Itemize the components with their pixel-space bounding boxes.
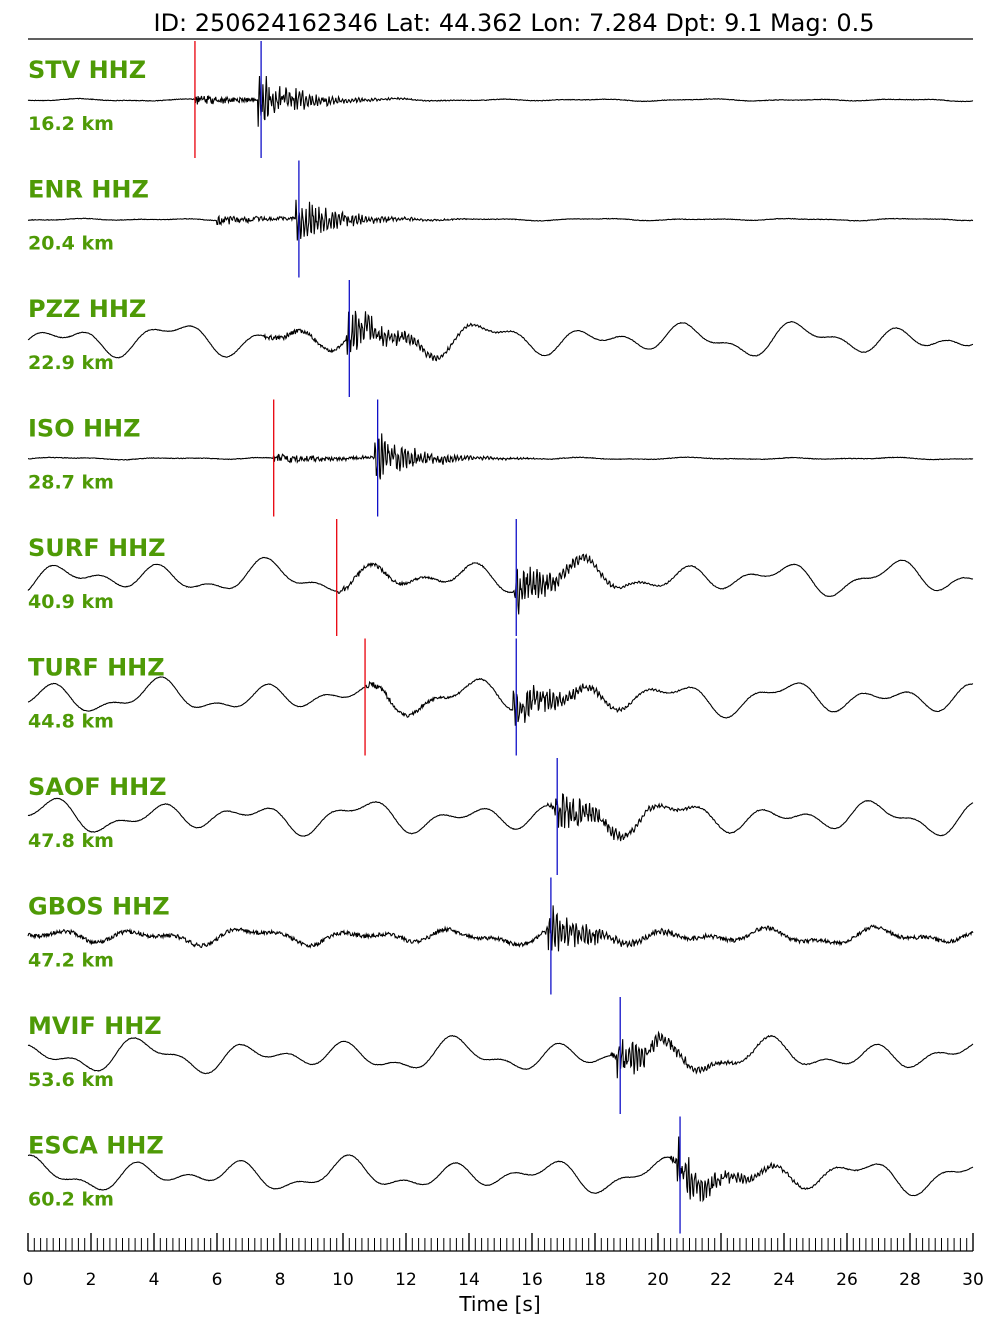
trace-panel: ENR HHZ 20.4 km <box>27 160 974 278</box>
trace-panel: ESCA HHZ 60.2 km <box>27 1116 974 1234</box>
waveform-trace <box>27 1136 974 1203</box>
event-header: ID: 250624162346 Lat: 44.362 Lon: 7.284 … <box>153 9 874 37</box>
trace-panel: ISO HHZ 28.7 km <box>28 399 974 517</box>
station-distance-label: 47.2 km <box>28 950 114 972</box>
station-distance-label: 44.8 km <box>28 711 114 733</box>
trace-panel: SURF HHZ 40.9 km <box>27 519 974 636</box>
station-name-label: STV HHZ <box>28 56 146 84</box>
station-distance-label: 40.9 km <box>28 591 114 613</box>
station-name-label: GBOS HHZ <box>28 893 170 921</box>
x-tick-label: 20 <box>647 1270 669 1290</box>
x-axis-label: Time [s] <box>458 1292 540 1316</box>
x-tick-label: 12 <box>395 1270 417 1290</box>
x-tick-label: 24 <box>773 1270 795 1290</box>
station-distance-label: 16.2 km <box>28 113 114 135</box>
waveform-trace <box>27 905 974 952</box>
waveform-trace <box>27 1030 974 1079</box>
x-tick-label: 30 <box>962 1270 984 1290</box>
time-axis: 0 2 4 6 8 10 12 14 16 18 20 22 24 26 28 30 <box>23 1233 984 1290</box>
station-distance-label: 53.6 km <box>28 1069 114 1091</box>
x-tick-label: 6 <box>212 1270 223 1290</box>
trace-panel: TURF HHZ 44.8 km <box>27 638 974 756</box>
trace-panel: SAOF HHZ 47.8 km <box>27 758 974 875</box>
x-tick-label: 8 <box>275 1270 286 1290</box>
x-tick-label: 26 <box>836 1270 858 1290</box>
x-tick-label: 0 <box>23 1270 34 1290</box>
station-name-label: ENR HHZ <box>28 176 149 204</box>
waveform-trace <box>27 553 974 615</box>
x-tick-label: 18 <box>584 1270 606 1290</box>
trace-panel: MVIF HHZ 53.6 km <box>27 997 974 1114</box>
trace-panel: GBOS HHZ 47.2 km <box>27 877 974 995</box>
station-distance-label: 20.4 km <box>28 233 114 255</box>
waveform-trace <box>27 676 974 726</box>
station-name-label: PZZ HHZ <box>28 295 146 323</box>
station-name-label: MVIF HHZ <box>28 1012 162 1040</box>
waveform-trace <box>28 433 974 480</box>
station-name-label: TURF HHZ <box>28 654 165 682</box>
waveform-trace <box>27 75 974 127</box>
waveform-trace <box>27 310 974 362</box>
waveform-trace <box>27 199 974 241</box>
station-name-label: ISO HHZ <box>28 415 141 443</box>
station-distance-label: 60.2 km <box>28 1189 114 1211</box>
x-tick-label: 14 <box>458 1270 480 1290</box>
x-tick-label: 10 <box>332 1270 354 1290</box>
station-distance-label: 47.8 km <box>28 830 114 852</box>
x-tick-label: 22 <box>710 1270 732 1290</box>
x-tick-label: 4 <box>149 1270 160 1290</box>
x-tick-label: 2 <box>86 1270 97 1290</box>
station-name-label: SURF HHZ <box>28 534 166 562</box>
waveform-trace <box>27 793 974 842</box>
trace-panel: STV HHZ 16.2 km <box>27 41 974 158</box>
x-tick-label: 16 <box>521 1270 543 1290</box>
station-distance-label: 22.9 km <box>28 352 114 374</box>
trace-panel: PZZ HHZ 22.9 km <box>27 280 974 397</box>
station-name-label: ESCA HHZ <box>28 1132 164 1160</box>
station-distance-label: 28.7 km <box>28 472 114 494</box>
trace-panels: STV HHZ 16.2 km ENR HHZ 20.4 km PZZ HHZ 22.9 … <box>27 41 974 1234</box>
station-name-label: SAOF HHZ <box>28 773 167 801</box>
x-tick-label: 28 <box>899 1270 921 1290</box>
